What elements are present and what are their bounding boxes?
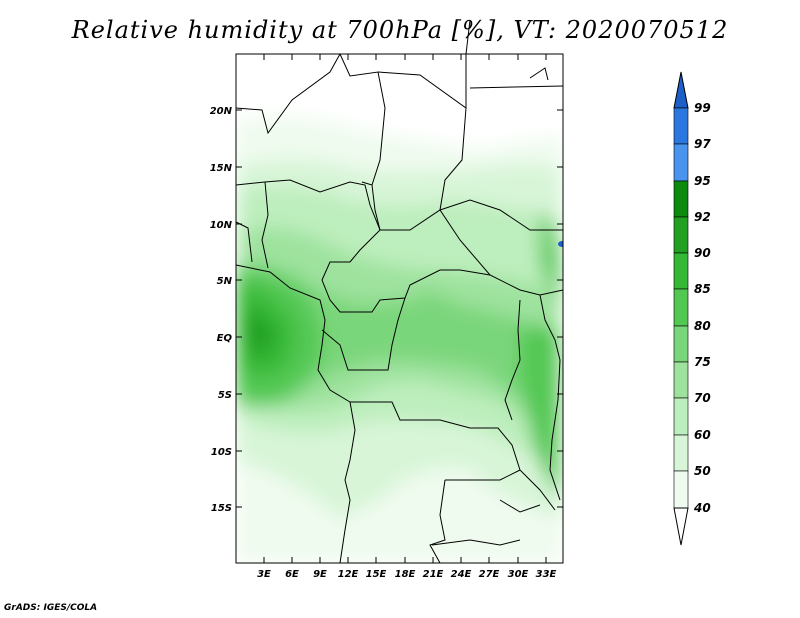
- map-frame: [235, 53, 564, 564]
- colorbar-bottom-arrow: [673, 507, 689, 546]
- colorbar-segment: [673, 397, 689, 436]
- lon-label: 6E: [285, 569, 299, 580]
- colorbar-label: 85: [694, 282, 711, 296]
- lon-label: 3E: [257, 569, 271, 580]
- colorbar-label: 75: [694, 355, 711, 369]
- colorbar-segment: [673, 143, 689, 182]
- colorbar-label: 40: [693, 501, 711, 515]
- lat-label: 15S: [211, 503, 232, 514]
- colorbar-segment: [673, 252, 689, 290]
- colorbar-segment: [673, 361, 689, 399]
- colorbar-segment: [673, 180, 689, 218]
- lon-label: 12E: [338, 569, 359, 580]
- colorbar-segment: [673, 325, 689, 363]
- lat-label: 5S: [218, 390, 232, 401]
- grads-credit: GrADS: IGES/COLA: [4, 603, 98, 613]
- colorbar-top-arrow: [673, 71, 689, 109]
- lat-label: 15N: [210, 163, 233, 174]
- lon-label: 9E: [313, 569, 327, 580]
- lat-label: 5N: [217, 276, 233, 287]
- lon-label: 27E: [479, 569, 500, 580]
- colorbar-label: 60: [694, 428, 711, 442]
- colorbar-segment: [673, 216, 689, 254]
- lat-label: 20N: [210, 106, 233, 117]
- colorbar-segment: [673, 434, 689, 472]
- lat-label: 10S: [211, 447, 232, 458]
- colorbar-label: 95: [694, 174, 711, 188]
- map-title: Relative humidity at 700hPa [%], VT: 202…: [71, 16, 729, 44]
- colorbar-label: 80: [694, 319, 711, 333]
- humidity-field: [236, 54, 563, 563]
- colorbar-label: 97: [694, 137, 711, 151]
- lon-label: 21E: [423, 569, 444, 580]
- colorbar-segment: [673, 470, 689, 509]
- lon-label: 24E: [451, 569, 472, 580]
- lon-label: 33E: [536, 569, 557, 580]
- lat-label: EQ: [217, 333, 233, 344]
- lon-label: 18E: [395, 569, 416, 580]
- lon-label: 30E: [508, 569, 529, 580]
- latitude-axis: 20N 15N 10N 5N EQ 5S 10S 15S: [210, 106, 563, 514]
- colorbar-label: 99: [694, 101, 711, 115]
- lat-label: 10N: [210, 220, 233, 231]
- country-borders: [235, 19, 564, 564]
- colorbar-segment: [673, 288, 689, 327]
- colorbar-label: 50: [694, 464, 711, 478]
- colorbar: 99 97 95 92 90 85 80 75 70 60 50 40: [673, 71, 711, 546]
- colorbar-label: 70: [694, 391, 711, 405]
- colorbar-segment: [673, 107, 689, 145]
- longitude-axis: 3E 6E 9E 12E 15E 18E 21E 24E 27E 30E 33E: [257, 54, 557, 580]
- colorbar-label: 90: [694, 246, 711, 260]
- lon-label: 15E: [366, 569, 387, 580]
- colorbar-label: 92: [694, 210, 711, 224]
